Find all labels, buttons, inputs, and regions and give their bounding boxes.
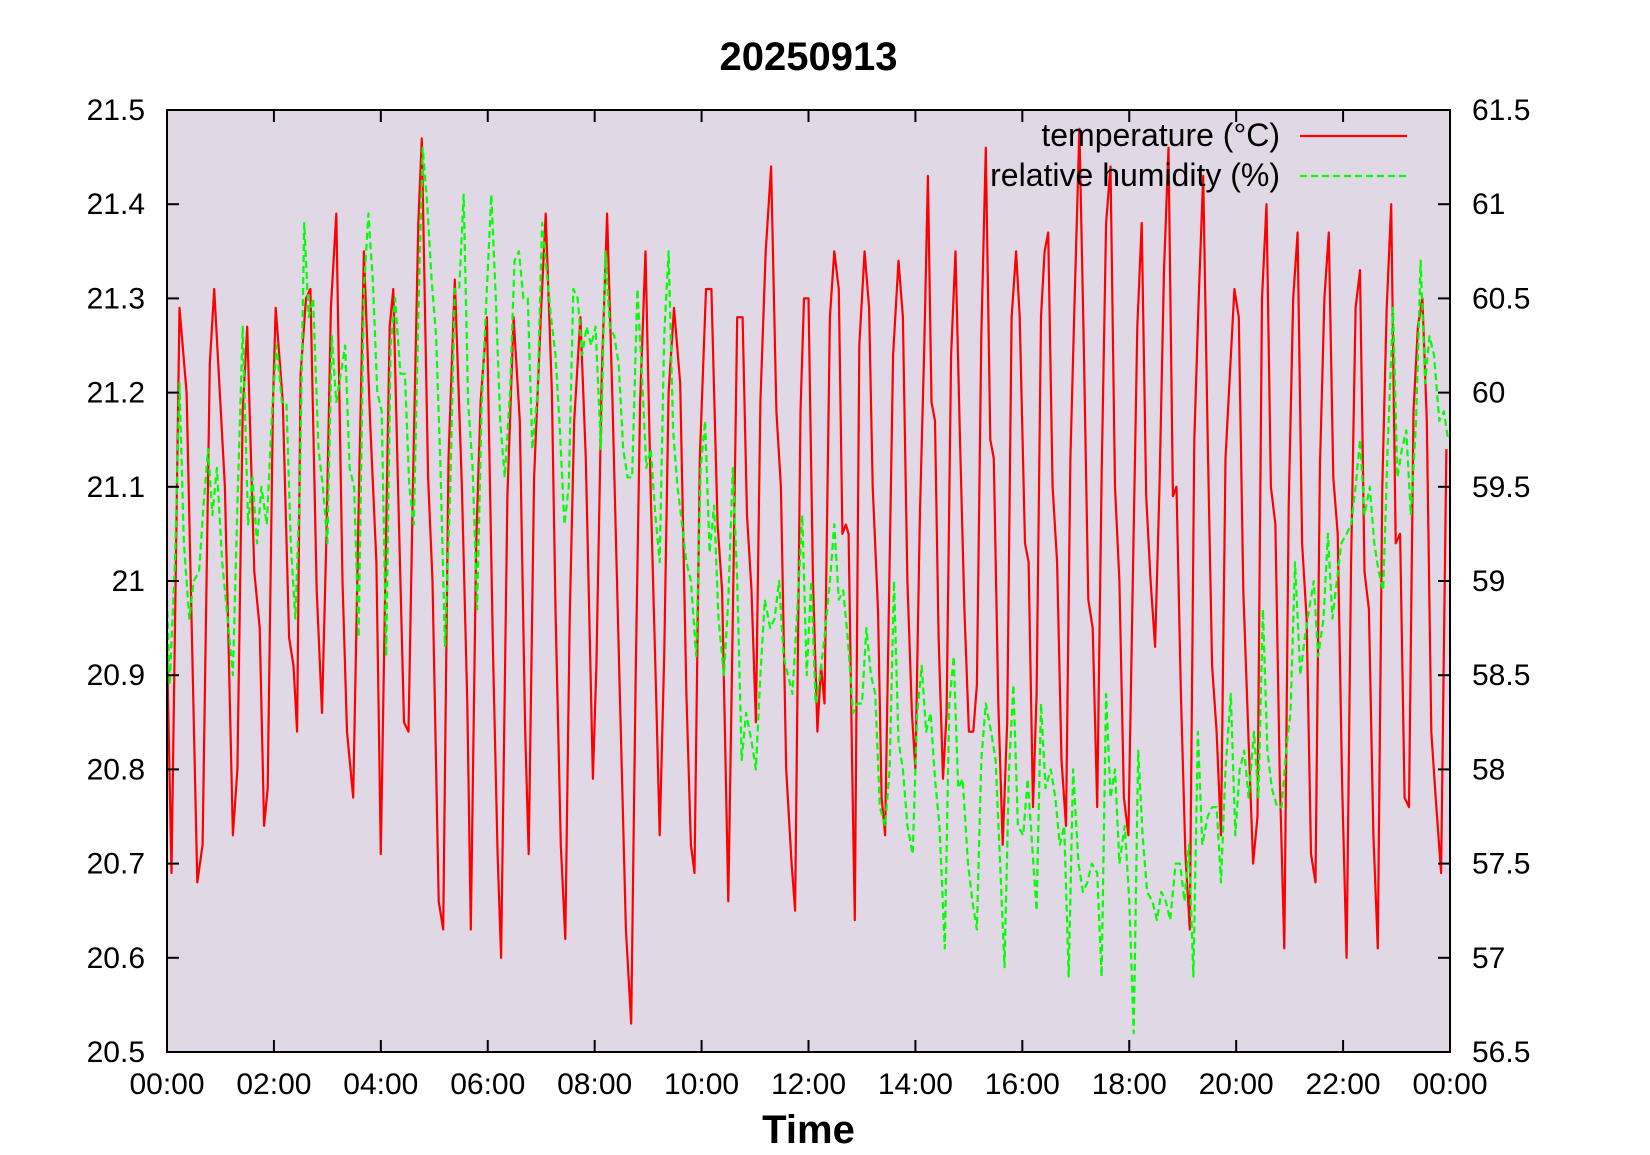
- y-tick-label-left: 21: [112, 565, 145, 598]
- legend-label: relative humidity (%): [990, 157, 1280, 193]
- x-tick-label: 22:00: [1306, 1068, 1381, 1101]
- y-tick-label-left: 21.2: [87, 377, 145, 410]
- y-tick-label-left: 21.5: [87, 94, 145, 127]
- y-tick-label-left: 20.5: [87, 1036, 145, 1069]
- y-tick-label-right: 61.5: [1472, 94, 1530, 127]
- y-tick-label-right: 61: [1472, 188, 1505, 221]
- x-tick-label: 20:00: [1199, 1068, 1274, 1101]
- y-tick-label-left: 20.7: [87, 848, 145, 881]
- y-tick-label-left: 20.6: [87, 942, 145, 975]
- x-tick-label: 18:00: [1092, 1068, 1167, 1101]
- x-tick-label: 00:00: [1412, 1068, 1487, 1101]
- series-line-humidity: [165, 146, 1450, 1035]
- x-tick-label: 12:00: [771, 1068, 846, 1101]
- series-line-temperature: [165, 127, 1448, 1025]
- y-tick-label-left: 21.4: [87, 188, 145, 221]
- legend-label: temperature (°C): [1041, 117, 1280, 153]
- legend: temperature (°C) relative humidity (%): [990, 117, 1407, 193]
- x-tick-label: 04:00: [343, 1068, 418, 1101]
- y-tick-label-right: 59.5: [1472, 471, 1530, 504]
- y-tick-label-right: 56.5: [1472, 1036, 1530, 1069]
- plot-frame: [166, 109, 1451, 1053]
- plot-area: [167, 110, 1450, 1052]
- x-tick-label: 16:00: [985, 1068, 1060, 1101]
- y-tick-label-right: 57: [1472, 942, 1505, 975]
- x-tick-label: 06:00: [450, 1068, 525, 1101]
- series-layer: [165, 127, 1450, 1035]
- x-axis-title: Time: [762, 1108, 855, 1152]
- x-tick-label: 10:00: [664, 1068, 739, 1101]
- x-tick-label: 00:00: [129, 1068, 204, 1101]
- x-tick-label: 08:00: [557, 1068, 632, 1101]
- y-tick-label-right: 59: [1472, 565, 1505, 598]
- y-tick-label-left: 21.3: [87, 282, 145, 315]
- x-tick-label: 02:00: [236, 1068, 311, 1101]
- y-tick-label-left: 21.1: [87, 471, 145, 504]
- y-tick-label-left: 20.8: [87, 753, 145, 786]
- y-tick-label-left: 20.9: [87, 659, 145, 692]
- y-tick-label-right: 58: [1472, 753, 1505, 786]
- y-tick-label-right: 60.5: [1472, 282, 1530, 315]
- y-tick-label-right: 57.5: [1472, 848, 1530, 881]
- x-tick-label: 14:00: [878, 1068, 953, 1101]
- y-tick-label-right: 60: [1472, 377, 1505, 410]
- chart-title: 20250913: [720, 35, 898, 79]
- y-tick-label-right: 58.5: [1472, 659, 1530, 692]
- ticks-layer: 00:00 02:00 04:00 06:00 08:00 10:00 12:00 14:00…: [87, 94, 1531, 1101]
